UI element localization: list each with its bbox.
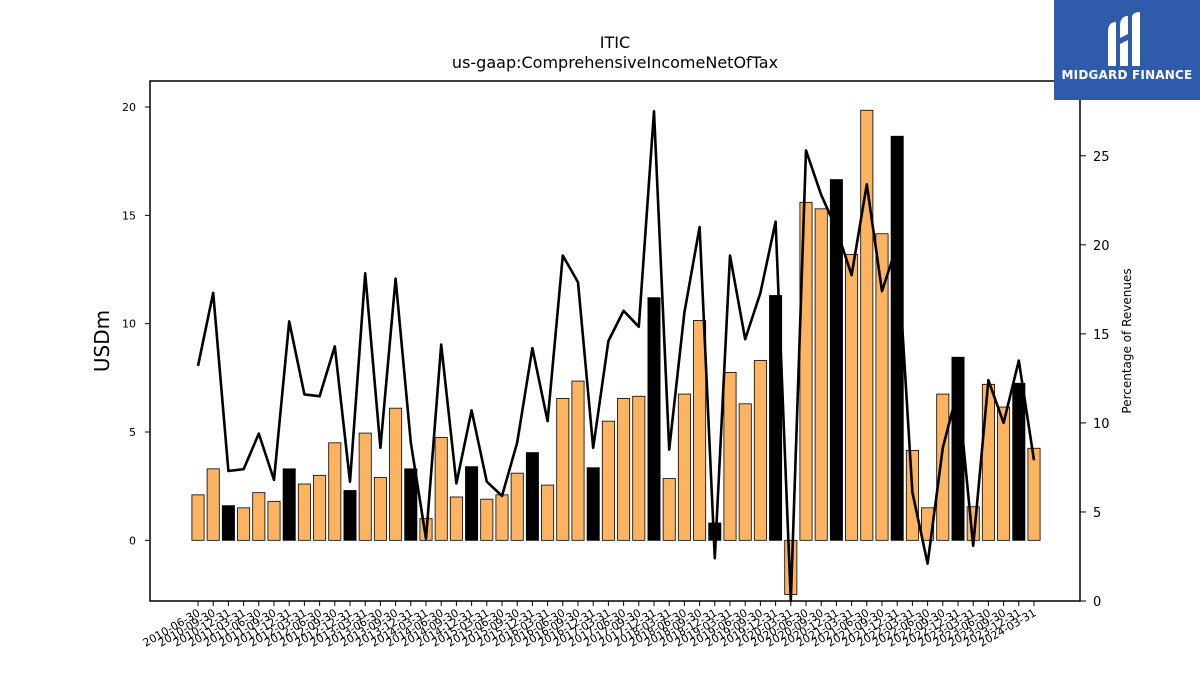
bar-2019-06-30 [738, 403, 752, 541]
bar-2020-09-30 [814, 208, 828, 541]
bar-2023-06-30 [981, 383, 995, 541]
bar-2015-09-30 [510, 472, 524, 541]
bar-2010-09-30 [206, 468, 220, 541]
bar-2013-09-30 [389, 407, 403, 541]
y2-tick-label: 25 [1093, 150, 1110, 165]
bar-2022-09-30 [936, 393, 950, 541]
plot-frame [149, 80, 1081, 602]
bar-2021-03-31 [845, 253, 859, 541]
chart-title: ITIC [600, 33, 630, 52]
bar-2015-06-30 [495, 494, 509, 541]
y2-axis-label: Percentage of Revenues [1120, 268, 1134, 413]
y-axis-left: 0 5 10 15 20 [122, 101, 150, 547]
bar-2016-12-31 [586, 467, 600, 541]
x-axis: 2010-06-302010-09-302010-12-312011-03-31… [141, 601, 1039, 650]
bar-2021-06-30 [860, 109, 874, 541]
bar-2017-09-30 [632, 395, 646, 541]
bar-2016-09-30 [571, 380, 585, 541]
y-axis-label: USDm [90, 310, 114, 372]
bar-2011-06-30 [252, 492, 266, 541]
bar-2011-03-31 [237, 507, 251, 541]
bar-2013-06-30 [373, 477, 387, 541]
y2-tick-label: 5 [1093, 506, 1101, 521]
bar-2021-12-31 [890, 135, 904, 541]
y-axis-right: 0 5 10 15 20 25 [1080, 150, 1110, 610]
line-layer [196, 109, 1036, 603]
bar-2016-06-30 [556, 398, 570, 541]
bar-2018-06-30 [677, 393, 691, 541]
y-tick-label: 20 [122, 101, 136, 114]
bar-2013-12-31 [404, 468, 418, 541]
bar-2012-06-30 [313, 474, 327, 541]
bar-2020-06-30 [799, 201, 813, 541]
y-tick-label: 5 [129, 426, 136, 439]
bars-layer [191, 109, 1041, 595]
bar-2024-03-31 [1027, 447, 1041, 541]
bar-2015-12-31 [525, 452, 539, 541]
bar-2019-09-30 [753, 360, 767, 541]
bar-2018-09-30 [693, 320, 707, 541]
bar-2013-03-31 [358, 432, 372, 541]
midgard-finance-logo: MIDGARD FINANCE [1054, 0, 1200, 100]
bar-2015-03-31 [480, 498, 494, 541]
y2-tick-label: 15 [1093, 328, 1110, 343]
bar-2010-12-31 [221, 505, 235, 541]
y-tick-label: 0 [129, 534, 136, 547]
bar-2017-06-30 [617, 398, 631, 541]
bar-2012-12-31 [343, 490, 357, 541]
percentage-line [196, 109, 1036, 603]
bar-2023-09-30 [997, 406, 1011, 541]
bar-2012-03-31 [297, 483, 311, 541]
chart-subtitle: us-gaap:ComprehensiveIncomeNetOfTax [452, 53, 778, 72]
bar-2016-03-31 [541, 484, 555, 541]
bar-2012-09-30 [328, 442, 342, 541]
bar-2023-12-31 [1012, 382, 1026, 541]
bar-2019-12-31 [769, 295, 783, 541]
y-tick-label: 10 [122, 318, 136, 331]
bar-2011-12-31 [282, 468, 296, 541]
bar-2010-06-30 [191, 494, 205, 541]
midgard-m-icon [1108, 12, 1140, 66]
bar-2014-12-31 [465, 466, 479, 541]
bar-2017-03-31 [601, 420, 615, 541]
bar-2022-12-31 [951, 356, 965, 541]
y2-tick-label: 0 [1093, 595, 1101, 610]
bar-2017-12-31 [647, 297, 661, 541]
y2-tick-label: 10 [1093, 417, 1110, 432]
y-tick-label: 15 [122, 209, 136, 222]
bar-2014-06-30 [434, 437, 448, 541]
bar-2018-03-31 [662, 478, 676, 541]
y2-tick-label: 20 [1093, 239, 1110, 254]
bar-2014-09-30 [449, 496, 463, 541]
logo-text: MIDGARD FINANCE [1061, 68, 1193, 82]
bar-2020-12-31 [829, 179, 843, 541]
bar-2019-03-31 [723, 372, 737, 541]
bar-2011-09-30 [267, 500, 281, 541]
bar-2021-09-30 [875, 233, 889, 541]
